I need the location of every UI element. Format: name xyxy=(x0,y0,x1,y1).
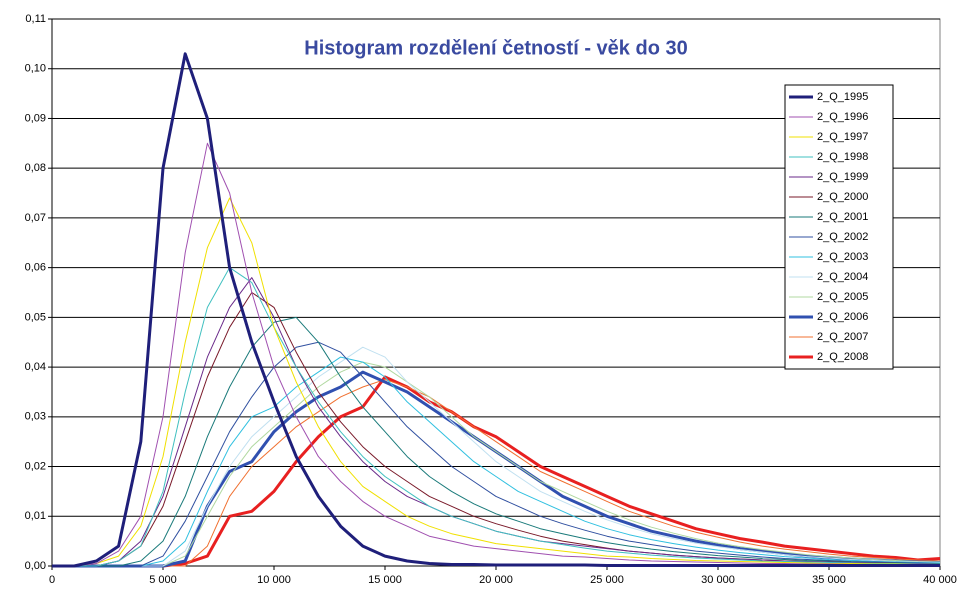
legend-label: 2_Q_2002 xyxy=(817,231,868,243)
x-tick-label: 20 000 xyxy=(479,574,513,586)
legend-label: 2_Q_2007 xyxy=(817,331,868,343)
y-tick-label: 0,09 xyxy=(25,112,46,124)
x-tick-label: 5 000 xyxy=(149,574,177,586)
y-tick-label: 0,08 xyxy=(25,162,46,174)
y-tick-label: 0,10 xyxy=(25,63,46,75)
legend-label: 2_Q_2000 xyxy=(817,191,868,203)
x-tick-label: 35 000 xyxy=(812,574,846,586)
x-tick-label: 25 000 xyxy=(590,574,624,586)
legend-label: 2_Q_1998 xyxy=(817,151,868,163)
series-line xyxy=(52,341,941,567)
series-line xyxy=(52,379,941,567)
y-tick-label: 0,07 xyxy=(25,212,46,224)
y-tick-label: 0,01 xyxy=(25,510,46,522)
series-line xyxy=(52,346,941,567)
legend-box xyxy=(784,84,894,370)
y-tick-label: 0,00 xyxy=(25,560,46,572)
x-tick-label: 0 xyxy=(49,574,55,586)
legend-label: 2_Q_2001 xyxy=(817,211,868,223)
series-line xyxy=(52,375,941,568)
legend-label: 2_Q_2005 xyxy=(817,291,868,303)
y-tick-label: 0,11 xyxy=(25,13,46,25)
series-line xyxy=(52,52,940,568)
x-tick-label: 15 000 xyxy=(368,574,402,586)
chart-title: Histogram rozdělení četností - věk do 30 xyxy=(304,37,687,59)
x-tick-label: 40 000 xyxy=(923,574,957,586)
series-line xyxy=(52,361,941,567)
legend-label: 2_Q_2004 xyxy=(817,271,868,283)
legend: 2_Q_1995 2_Q_1996 2_Q_1997 2_Q_1998 2_Q_1999… xyxy=(784,84,894,370)
y-tick-label: 0,03 xyxy=(25,411,46,423)
x-tick-label: 10 000 xyxy=(257,574,291,586)
series-line xyxy=(52,197,940,567)
y-tick-label: 0,02 xyxy=(25,460,46,472)
legend-label: 2_Q_2003 xyxy=(817,251,868,263)
y-tick-label: 0,05 xyxy=(25,311,46,323)
series-line xyxy=(52,267,940,567)
series-line xyxy=(52,356,941,567)
legend-label: 2_Q_2006 xyxy=(817,311,868,323)
series-line xyxy=(52,142,940,567)
y-tick-label: 0,06 xyxy=(25,262,46,274)
legend-label: 2_Q_1996 xyxy=(817,111,868,123)
x-tick-label: 30 000 xyxy=(701,574,735,586)
legend-label: 2_Q_2008 xyxy=(817,351,868,363)
legend-label: 2_Q_1999 xyxy=(817,171,868,183)
legend-label: 2_Q_1995 xyxy=(817,91,868,103)
y-tick-label: 0,04 xyxy=(25,361,46,373)
legend-label: 2_Q_1997 xyxy=(817,131,868,143)
series-line xyxy=(52,316,940,567)
